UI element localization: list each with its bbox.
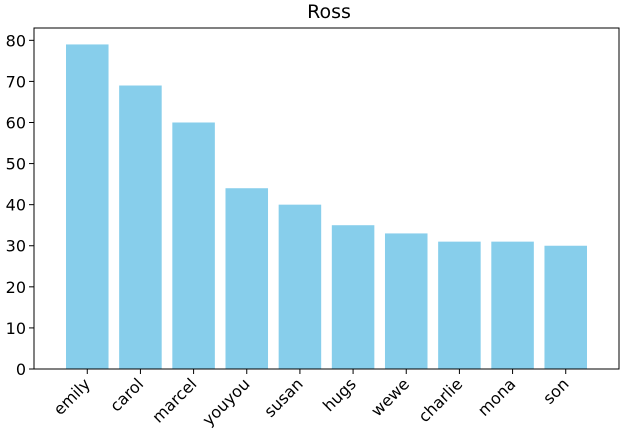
y-tick-label: 40: [6, 196, 26, 215]
bar-marcel: [172, 122, 215, 369]
x-tick-label-carol: carol: [106, 374, 147, 415]
chart-title: Ross: [307, 1, 351, 23]
y-tick-label: 60: [6, 113, 26, 132]
x-tick-label-marcel: marcel: [148, 374, 200, 426]
y-axis: 0 10 20 30 40 50 60 70 80: [6, 31, 34, 379]
bar-wewe: [384, 233, 428, 369]
x-tick-label-susan: susan: [260, 374, 307, 421]
bar-emily: [66, 44, 109, 369]
plot-frame: [33, 27, 620, 370]
y-tick-label: 0: [16, 360, 26, 379]
bar-charlie: [438, 241, 481, 369]
x-tick-label-youyou: youyou: [199, 374, 254, 429]
bar-son: [544, 245, 587, 369]
y-tick-label: 80: [6, 31, 26, 50]
y-tick-label: 10: [6, 319, 26, 338]
x-tick-label-mona: mona: [474, 374, 519, 419]
y-tick-label: 20: [6, 278, 26, 297]
x-tick-label-son: son: [539, 374, 572, 407]
y-tick-label: 70: [6, 72, 26, 91]
bars: [66, 44, 587, 370]
y-tick-label: 30: [6, 237, 26, 256]
bar-mona: [491, 241, 534, 369]
x-tick-label-emily: emily: [50, 374, 94, 418]
bar-susan: [278, 204, 322, 369]
x-tick-label-hugs: hugs: [319, 374, 360, 415]
bar-youyou: [225, 188, 269, 369]
y-tick-label: 50: [6, 155, 26, 174]
bar-hugs: [331, 225, 375, 369]
bar-carol: [119, 85, 162, 370]
x-tick-label-wewe: wewe: [367, 374, 413, 420]
x-tick-label-charlie: charlie: [415, 374, 467, 426]
